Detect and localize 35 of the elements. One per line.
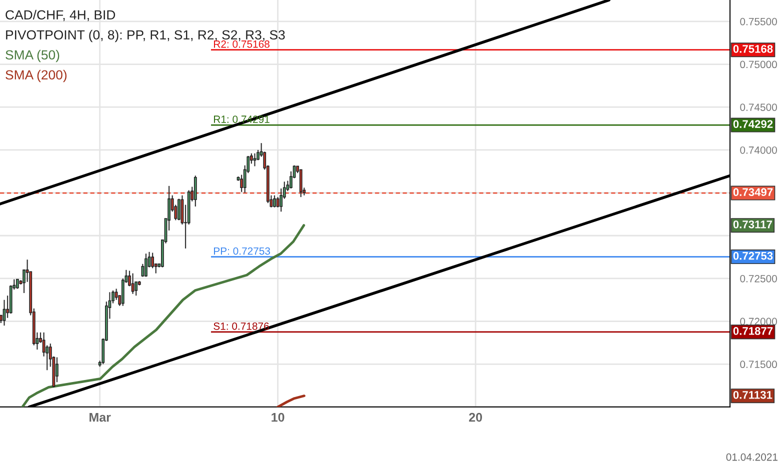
ref-line-label: S1: 0.71876 bbox=[214, 322, 269, 330]
candlestick bbox=[151, 252, 154, 269]
y-tick-label: 0.75000 bbox=[740, 60, 777, 68]
ref-line-label: R2: 0.75168 bbox=[214, 40, 270, 48]
y-tick-label: 0.74000 bbox=[740, 146, 777, 154]
ref-line-label: PP: 0.72753 bbox=[214, 247, 270, 255]
x-tick-label: 20 bbox=[469, 412, 482, 422]
x-tick-label: Mar bbox=[90, 413, 111, 422]
y-tick-label: 0.72500 bbox=[740, 274, 777, 282]
y-tick-label: 0.75500 bbox=[740, 18, 777, 26]
candlestick bbox=[253, 152, 256, 167]
candlestick bbox=[276, 196, 280, 208]
x-tick-label: 10 bbox=[272, 412, 284, 422]
candlestick bbox=[56, 356, 58, 383]
line-series bbox=[21, 224, 306, 407]
text: SMA (50) bbox=[6, 50, 60, 62]
y-tick-label: 0.74500 bbox=[740, 104, 777, 111]
candlestick bbox=[144, 253, 148, 278]
text: 0.71877 bbox=[733, 327, 773, 335]
text: 0.73117 bbox=[733, 220, 772, 228]
line-series bbox=[276, 394, 306, 407]
text: CAD/CHF, 4H, BID bbox=[6, 10, 116, 22]
y-tick-label: 0.71500 bbox=[740, 360, 777, 368]
candlestick bbox=[114, 288, 118, 300]
candlestick bbox=[194, 175, 197, 208]
candlestick bbox=[299, 169, 302, 198]
text: 0.72753 bbox=[733, 252, 773, 260]
text: 0.71131 bbox=[733, 390, 772, 399]
text: 0.75168 bbox=[733, 44, 773, 53]
text: 01.04.2021 bbox=[726, 453, 778, 461]
text: 0.74292 bbox=[733, 120, 773, 128]
text: SMA (200) bbox=[6, 70, 67, 82]
text: 0.73497 bbox=[733, 188, 773, 196]
candlestick bbox=[273, 194, 276, 208]
y-tick-label: 0.72000 bbox=[740, 318, 777, 326]
